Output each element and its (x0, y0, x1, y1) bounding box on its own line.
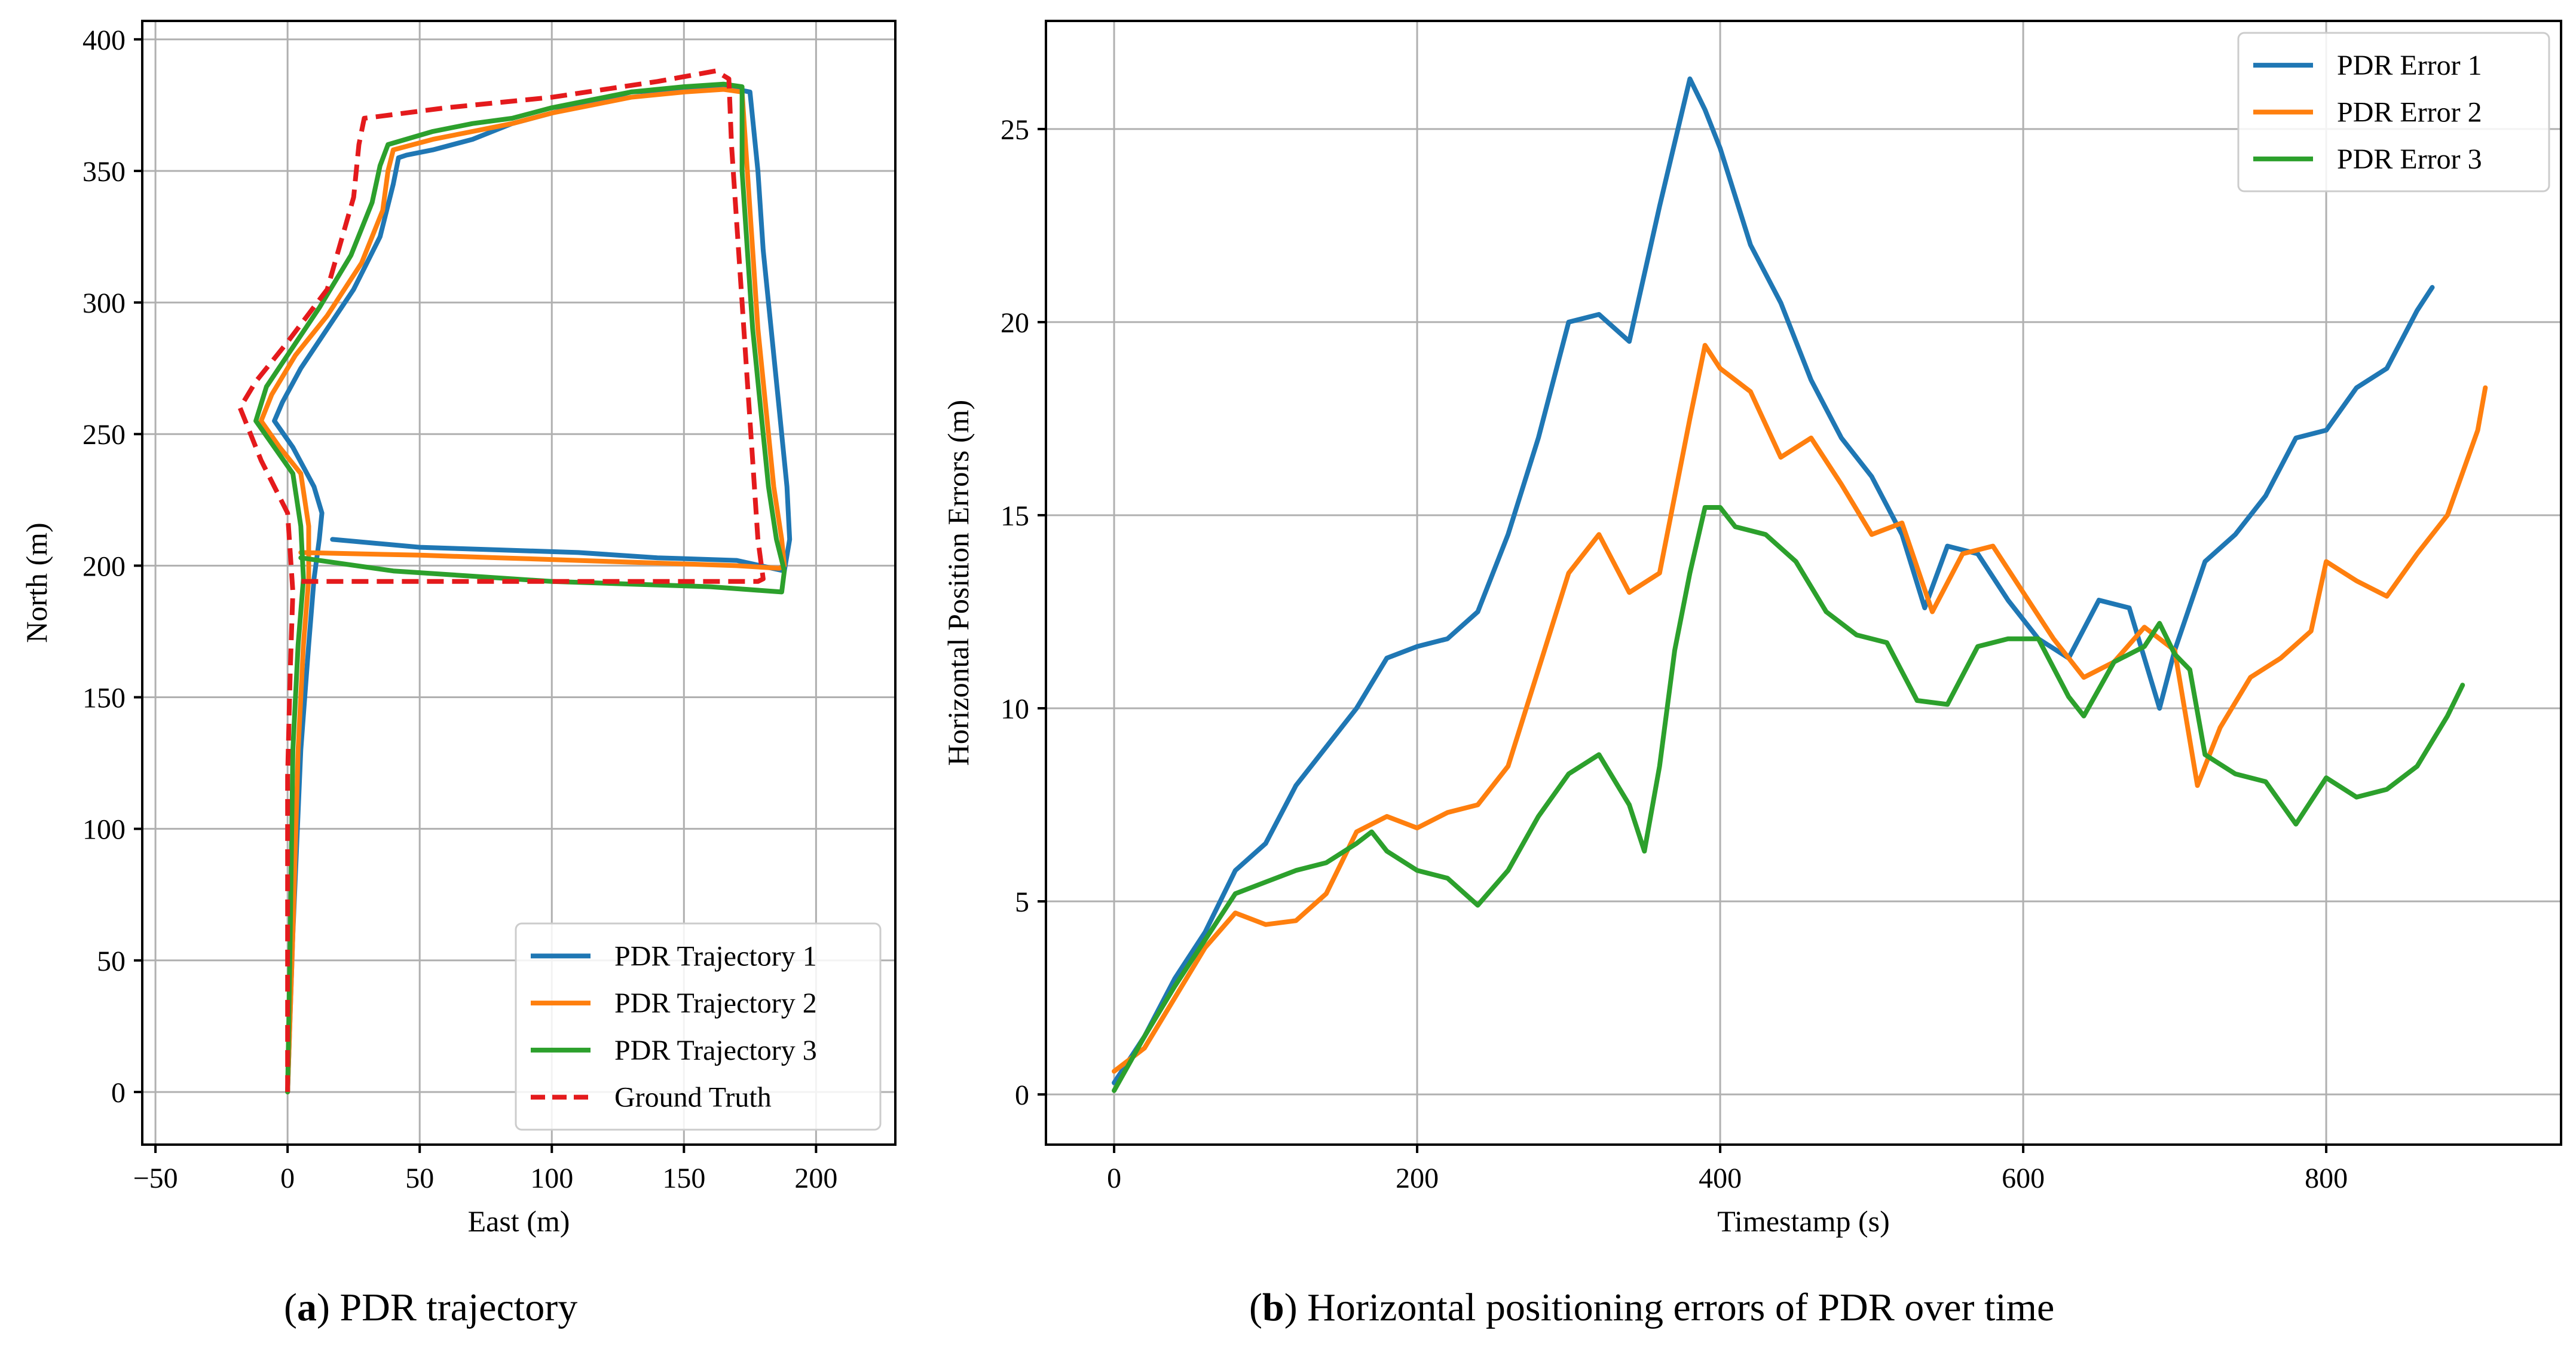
traj-chart: −50 0 50 100 150 200 0 50 100 150 200 250 300 350 400 E… (20, 20, 897, 1238)
traj-xtick-label-3: 100 (530, 1163, 573, 1194)
err-series-line-1 (1112, 76, 2435, 1085)
caption-a: (a) PDR trajectory (284, 1286, 578, 1329)
err-ytick-label-5: 25 (1001, 114, 1029, 146)
traj-series-line-3 (253, 81, 787, 1094)
err-xtick-label-1: 200 (1396, 1163, 1439, 1194)
traj-xtick-label-5: 200 (794, 1163, 837, 1194)
err-ytick-label-2: 10 (1001, 693, 1029, 725)
traj-axes-frame (141, 20, 897, 1146)
traj-legend-label-1: PDR Trajectory 1 (614, 940, 817, 972)
caption-b-text: ) Horizontal positioning errors of PDR o… (1284, 1286, 2055, 1329)
err-ytick-label-4: 20 (1001, 307, 1029, 339)
err-legend-box (2237, 32, 2550, 192)
err-xtick-label-2: 400 (1699, 1163, 1742, 1194)
err-xtick-label-3: 600 (2002, 1163, 2045, 1194)
traj-legend: PDR Trajectory 1 PDR Trajectory 2 PDR Traj… (515, 922, 882, 1131)
err-legend-label-1: PDR Error 1 (2337, 50, 2482, 81)
err-ylabel: Horizontal Position Errors (m) (941, 400, 975, 766)
err-axes-frame (1045, 20, 2562, 1146)
err-legend-label-3: PDR Error 3 (2337, 143, 2482, 175)
caption-a-text: ) PDR trajectory (316, 1286, 578, 1329)
err-xtick-label-0: 0 (1107, 1163, 1121, 1194)
traj-series-line-4 (237, 68, 766, 1092)
traj-ytick-label-1: 50 (97, 946, 126, 977)
traj-ylabel: North (m) (20, 522, 53, 643)
err-xlabel: Timestamp (s) (1717, 1204, 1889, 1238)
caption-b-label: b (1262, 1286, 1284, 1329)
traj-xtick-label-1: 0 (280, 1163, 295, 1194)
err-ytick-label-1: 5 (1015, 886, 1029, 918)
caption-a-label: a (296, 1286, 317, 1329)
err-ytick-label-3: 15 (1001, 500, 1029, 532)
traj-legend-box (515, 922, 882, 1131)
traj-series-line-2 (258, 87, 787, 1094)
traj-xtick-label-2: 50 (405, 1163, 434, 1194)
traj-ytick-label-3: 150 (82, 683, 126, 714)
traj-legend-label-4: Ground Truth (614, 1082, 772, 1114)
err-series-line-3 (1112, 505, 2465, 1093)
traj-legend-label-3: PDR Trajectory 3 (614, 1035, 817, 1066)
traj-ytick-label-2: 100 (82, 814, 126, 846)
traj-ytick-label-7: 350 (82, 156, 126, 188)
traj-xtick-label-0: −50 (133, 1163, 178, 1194)
traj-xlabel: East (m) (468, 1204, 570, 1238)
traj-legend-label-2: PDR Trajectory 2 (614, 987, 817, 1019)
err-xtick-label-4: 800 (2305, 1163, 2348, 1194)
err-chart: 0 200 400 600 800 0 5 10 15 20 25 Timestamp (s) Hori… (941, 20, 2562, 1238)
err-ytick-label-0: 0 (1015, 1079, 1029, 1111)
traj-ytick-label-6: 300 (82, 288, 126, 319)
err-series-line-2 (1112, 342, 2488, 1074)
traj-series-line-1 (272, 84, 793, 1094)
err-legend-label-2: PDR Error 2 (2337, 97, 2482, 129)
traj-ytick-label-4: 200 (82, 550, 126, 582)
traj-xtick-label-4: 150 (662, 1163, 705, 1194)
err-legend: PDR Error 1 PDR Error 2 PDR Error 3 (2237, 32, 2550, 192)
caption-b: (b) Horizontal positioning errors of PDR… (1249, 1286, 2055, 1329)
traj-ytick-label-5: 250 (82, 419, 126, 451)
traj-ytick-label-0: 0 (111, 1077, 126, 1109)
traj-ytick-label-8: 400 (82, 25, 126, 56)
